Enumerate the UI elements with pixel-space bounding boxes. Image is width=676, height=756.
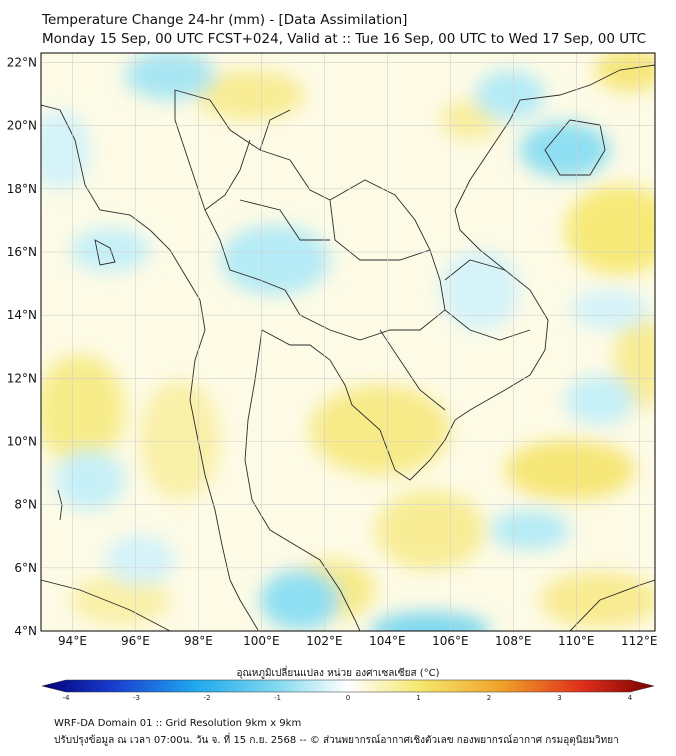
colorbar-label: อุณหภูมิเปลี่ยนแปลง หน่วย องศาเซลเซียส (… xyxy=(236,668,440,679)
footer-model-info: WRF-DA Domain 01 :: Grid Resolution 9km … xyxy=(54,718,302,729)
lat-tick-label: 20°N xyxy=(7,119,37,133)
lat-tick-label: 16°N xyxy=(7,245,37,259)
colorbar-tick-label: -3 xyxy=(133,694,140,702)
lon-tick-label: 102°E xyxy=(306,634,343,648)
lat-tick-label: 14°N xyxy=(7,308,37,322)
chart-subtitle: Monday 15 Sep, 00 UTC FCST+024, Valid at… xyxy=(42,31,647,47)
lon-tick-label: 112°E xyxy=(621,634,658,648)
map-frame xyxy=(40,52,656,632)
colorbar: -4 -3 -2 -1 0 1 2 3 4 xyxy=(41,679,655,702)
lon-tick-label: 110°E xyxy=(558,634,595,648)
chart-title: Temperature Change 24-hr (mm) - [Data As… xyxy=(42,12,408,28)
footer-update-info: ปรับปรุงข้อมูล ณ เวลา 07:00น. วัน จ. ที่… xyxy=(54,735,619,746)
colorbar-tick-label: 3 xyxy=(557,694,561,702)
colorbar-tick-label: 0 xyxy=(346,694,350,702)
lon-tick-label: 96°E xyxy=(121,634,150,648)
colorbar-tick-label: 1 xyxy=(416,694,420,702)
lon-tick-label: 98°E xyxy=(184,634,213,648)
colorbar-tick-label: -4 xyxy=(63,694,71,702)
lon-tick-label: 94°E xyxy=(58,634,87,648)
lat-tick-label: 4°N xyxy=(14,624,37,638)
lon-tick-label: 106°E xyxy=(432,634,469,648)
temperature-field xyxy=(41,53,655,631)
lat-tick-label: 10°N xyxy=(7,434,37,448)
lat-tick-label: 12°N xyxy=(7,371,37,385)
coastlines xyxy=(41,64,655,631)
lat-tick-label: 8°N xyxy=(14,498,37,512)
colorbar-tick-label: 2 xyxy=(487,694,491,702)
longitude-labels: 94°E 96°E 98°E 100°E 102°E 104°E 106°E 108°E 110… xyxy=(58,634,657,648)
colorbar-ticks: -4 -3 -2 -1 0 1 2 3 4 xyxy=(63,694,633,702)
lon-tick-label: 100°E xyxy=(243,634,280,648)
colorbar-tick-label: 4 xyxy=(628,694,633,702)
lon-tick-label: 104°E xyxy=(369,634,406,648)
colorbar-tick-label: -2 xyxy=(204,694,211,702)
lat-tick-label: 22°N xyxy=(7,55,37,69)
lat-tick-label: 18°N xyxy=(7,182,37,196)
colorbar-tick-label: -1 xyxy=(274,694,281,702)
gridlines xyxy=(41,53,655,631)
lon-tick-label: 108°E xyxy=(495,634,532,648)
latitude-labels: 22°N 20°N 18°N 16°N 14°N 12°N 10°N 8°N 6°N 4°N xyxy=(7,55,37,638)
lat-tick-label: 6°N xyxy=(14,561,37,575)
